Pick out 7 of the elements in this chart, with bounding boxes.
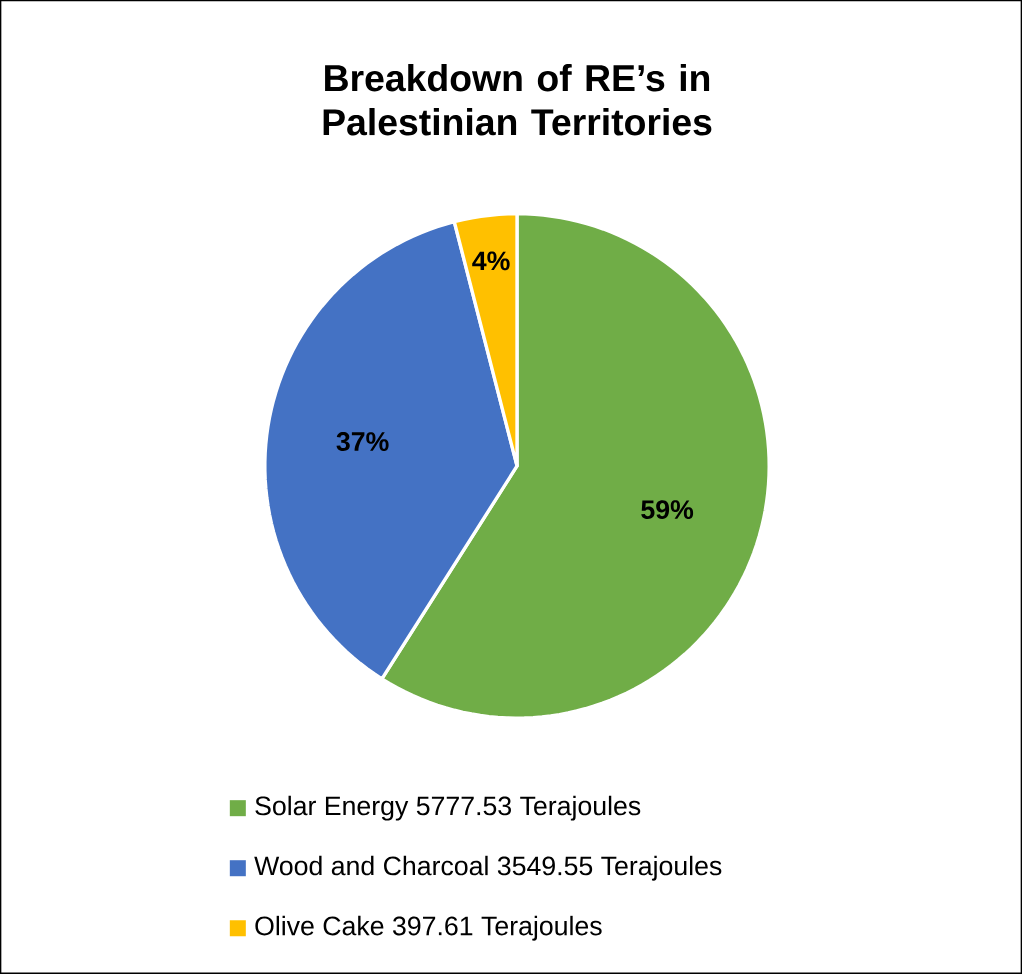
legend-label: Solar Energy 5777.53 Terajoules [255,795,641,821]
chart-title: Breakdown of RE’s in Palestinian Territories [323,64,712,136]
legend-label: Wood and Charcoal 3549.55 Terajoules [254,855,722,881]
data-label: 4% [472,251,510,271]
data-label: 59% [641,500,694,520]
legend-label: Olive Cake 397.61 Terajoules [255,915,602,941]
data-label: 37% [336,432,389,452]
